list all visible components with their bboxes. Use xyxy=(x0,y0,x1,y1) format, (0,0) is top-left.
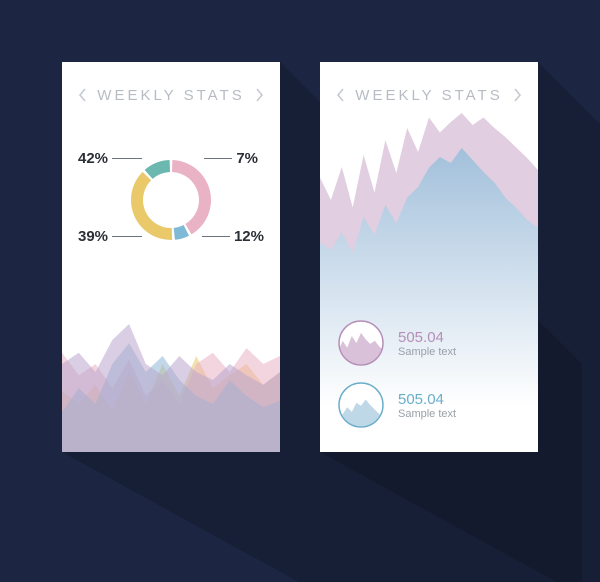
metric-item[interactable]: 505.04 Sample text xyxy=(338,320,520,366)
metric-item[interactable]: 505.04 Sample text xyxy=(338,382,520,428)
stage: WEEKLY STATS 42% 7% 39% 12% xyxy=(0,0,600,525)
metric-list: 505.04 Sample text 505.04 Sample text xyxy=(338,320,520,428)
stats-card-left: WEEKLY STATS 42% 7% 39% 12% xyxy=(62,62,280,452)
prev-button[interactable] xyxy=(76,88,90,102)
card-header: WEEKLY STATS xyxy=(320,62,538,110)
metric-thumb xyxy=(338,320,384,366)
card-header: WEEKLY STATS xyxy=(62,62,280,110)
metric-sub: Sample text xyxy=(398,408,456,420)
card-title: WEEKLY STATS xyxy=(97,87,244,104)
pct-label-tr: 7% xyxy=(204,150,258,167)
area-chart-left xyxy=(62,292,280,452)
metric-value: 505.04 xyxy=(398,391,456,408)
donut-chart: 42% 7% 39% 12% xyxy=(62,110,280,290)
prev-button[interactable] xyxy=(334,88,348,102)
pct-label-br: 12% xyxy=(202,228,264,245)
pct-label-bl: 39% xyxy=(78,228,142,245)
next-button[interactable] xyxy=(252,88,266,102)
pct-label-tl: 42% xyxy=(78,150,142,167)
metric-thumb xyxy=(338,382,384,428)
metric-sub: Sample text xyxy=(398,346,456,358)
next-button[interactable] xyxy=(510,88,524,102)
stats-card-right: WEEKLY STATS 505.04 Sample text xyxy=(320,62,538,452)
card-title: WEEKLY STATS xyxy=(355,87,502,104)
metric-value: 505.04 xyxy=(398,329,456,346)
